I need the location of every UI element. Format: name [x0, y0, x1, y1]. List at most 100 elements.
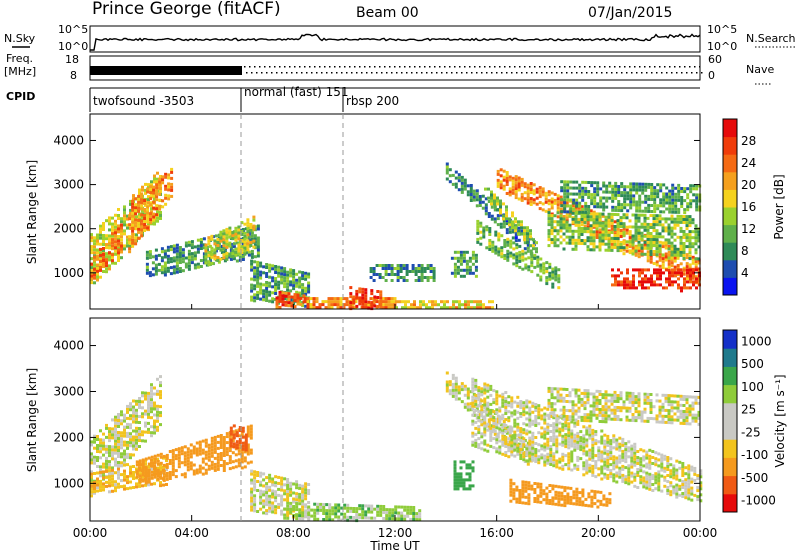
data-cell	[114, 222, 117, 226]
data-cell	[271, 477, 275, 481]
data-cell	[102, 476, 105, 480]
data-cell	[120, 226, 123, 230]
data-cell	[641, 271, 644, 275]
data-cell	[385, 511, 389, 515]
data-cell	[470, 306, 473, 310]
data-cell	[685, 236, 689, 240]
data-cell	[602, 184, 606, 188]
data-cell	[492, 416, 496, 420]
data-cell	[159, 396, 162, 400]
data-cell	[456, 475, 460, 479]
data-cell	[559, 241, 563, 245]
data-cell	[502, 178, 506, 182]
data-cell	[343, 506, 347, 510]
data-cell	[141, 473, 145, 477]
data-cell	[529, 200, 533, 203]
data-cell	[306, 303, 310, 307]
data-cell	[156, 407, 159, 411]
data-cell	[469, 199, 473, 202]
data-cell	[592, 210, 596, 214]
data-cell	[361, 287, 365, 291]
data-cell	[670, 258, 674, 262]
data-cell	[213, 447, 217, 451]
data-cell	[199, 238, 203, 241]
data-cell	[262, 289, 266, 293]
data-cell	[99, 447, 102, 451]
data-cell	[250, 295, 254, 299]
data-cell	[556, 220, 560, 224]
data-cell	[143, 208, 147, 211]
data-cell	[299, 302, 303, 306]
data-cell	[250, 505, 254, 509]
data-cell	[99, 465, 102, 469]
data-cell	[387, 267, 391, 270]
data-cell	[154, 269, 158, 273]
data-cell	[364, 300, 368, 304]
data-cell	[661, 266, 665, 270]
nave-dot	[539, 66, 541, 68]
data-cell	[96, 263, 99, 267]
data-cell	[102, 270, 105, 273]
data-cell	[225, 230, 229, 234]
data-cell	[416, 306, 419, 310]
data-cell	[132, 453, 135, 457]
data-cell	[479, 236, 483, 240]
data-cell	[253, 287, 257, 291]
data-cell	[241, 441, 245, 445]
data-cell	[453, 463, 457, 467]
data-cell	[90, 470, 93, 474]
data-cell	[409, 517, 413, 521]
nave-dot	[439, 66, 441, 68]
data-cell	[465, 250, 469, 254]
data-cell	[575, 204, 579, 208]
data-cell	[453, 268, 457, 272]
data-cell	[195, 471, 199, 475]
data-cell	[345, 300, 349, 304]
data-cell	[587, 190, 591, 193]
data-cell	[243, 465, 247, 469]
data-cell	[207, 254, 211, 258]
data-cell	[265, 272, 269, 275]
nave-dot	[531, 72, 533, 74]
data-cell	[664, 243, 668, 247]
data-cell	[610, 242, 614, 246]
data-cell	[495, 426, 499, 430]
data-cell	[147, 471, 151, 475]
data-cell	[478, 401, 482, 405]
data-cell	[164, 175, 168, 179]
data-cell	[373, 295, 377, 299]
data-cell	[138, 462, 142, 466]
data-cell	[680, 202, 684, 205]
data-cell	[158, 198, 162, 202]
data-cell	[689, 271, 692, 275]
data-cell	[339, 297, 343, 301]
data-cell	[129, 486, 132, 490]
data-cell	[99, 230, 102, 234]
data-cell	[477, 395, 481, 399]
data-cell	[484, 197, 488, 201]
data-cell	[641, 286, 644, 290]
data-cell	[246, 227, 250, 231]
data-cell	[152, 191, 156, 195]
data-cell	[141, 458, 145, 462]
data-cell	[250, 265, 254, 269]
data-cell	[506, 252, 510, 256]
data-cell	[180, 461, 184, 465]
data-cell	[219, 248, 223, 252]
data-cell	[234, 247, 238, 251]
data-cell	[96, 483, 99, 487]
data-cell	[501, 413, 505, 417]
data-cell	[644, 188, 648, 192]
data-cell	[120, 250, 123, 254]
data-cell	[102, 447, 105, 451]
data-cell	[664, 241, 668, 245]
data-cell	[473, 300, 476, 304]
data-cell	[510, 411, 514, 415]
data-cell	[156, 477, 160, 481]
data-cell	[244, 439, 248, 443]
nave-dot	[524, 66, 526, 68]
nave-dot	[584, 66, 586, 68]
data-cell	[516, 404, 520, 408]
data-cell	[571, 241, 575, 245]
